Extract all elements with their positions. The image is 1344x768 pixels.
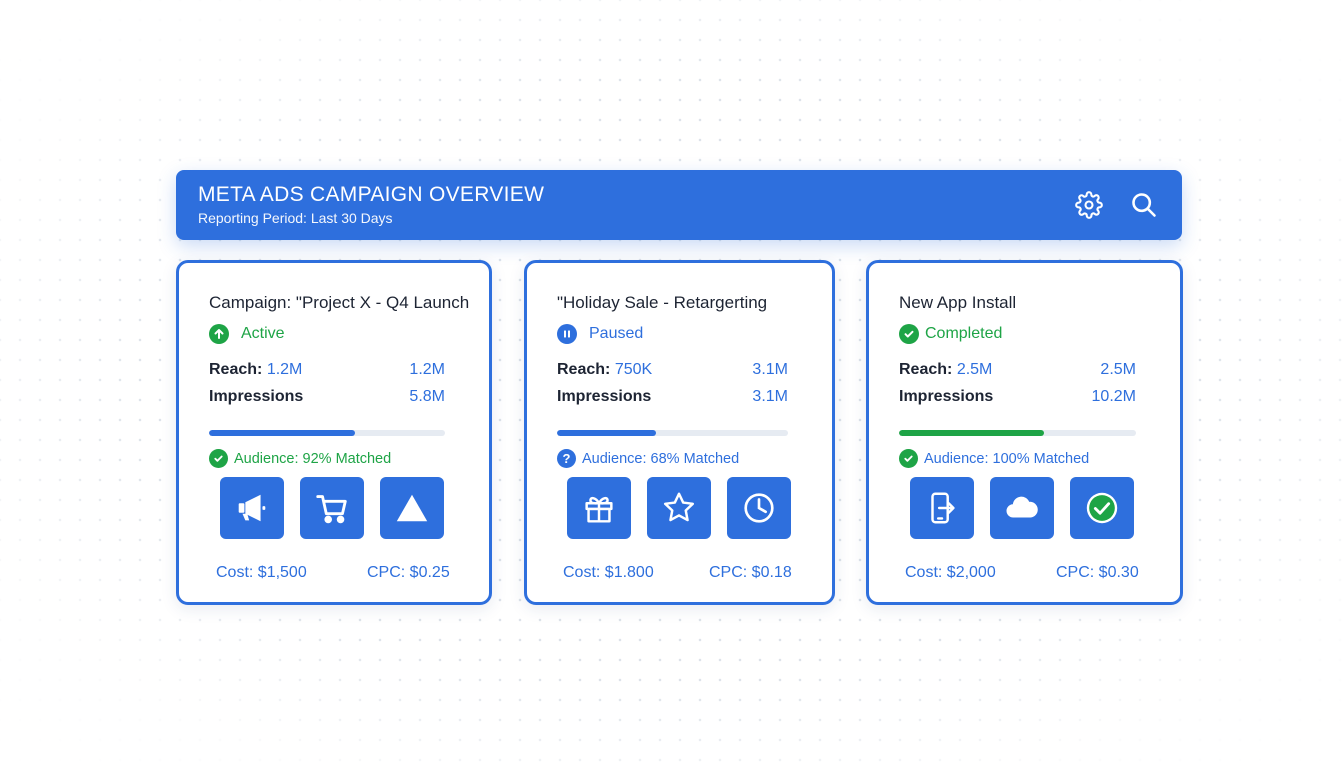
reach-value: 1.2M [266,361,303,378]
status-label: Paused [589,325,644,342]
impressions-value: 3.1M [752,388,788,405]
creative-tiles [567,477,791,539]
check-circle-icon [899,449,918,468]
check-circle-icon [899,324,919,344]
megaphone-icon [238,494,266,522]
progress-fill [557,430,657,436]
reach-label: Reach: [557,361,611,378]
impressions-row: Impressions 3.1M [557,388,788,406]
mobile-install-icon [931,492,955,524]
progress-bar [557,430,788,436]
cost-value: Cost: $1,500 [216,564,307,581]
pause-circle-icon [557,324,577,344]
check-badge-tile[interactable] [1070,477,1134,539]
cpc-value: CPC: $0.25 [367,564,450,581]
triangle-tile[interactable] [380,477,444,539]
cpc-value: CPC: $0.18 [709,564,792,581]
arrow-up-circle-icon [209,324,229,344]
impressions-label: Impressions [899,388,994,405]
status-label: Active [241,325,285,342]
status-badge: Completed [899,324,1002,344]
reach-right-value: 1.2M [409,361,445,378]
cpc-value: CPC: $0.30 [1056,564,1139,581]
audience-match: ? Audience: 68% Matched [557,449,739,468]
audience-match: Audience: 100% Matched [899,449,1089,468]
cloud-tile[interactable] [990,477,1054,539]
megaphone-tile[interactable] [220,477,284,539]
audience-label: Audience: 100% Matched [924,450,1090,467]
reach-row: Reach: 750K 3.1M [557,361,788,379]
triangle-icon [396,494,428,522]
page-title: META ADS CAMPAIGN OVERVIEW [198,183,545,206]
reach-right-value: 2.5M [1100,361,1136,378]
progress-bar [209,430,445,436]
progress-fill [899,430,1044,436]
impressions-value: 10.2M [1091,388,1136,405]
question-circle-icon: ? [557,449,576,468]
star-icon [663,492,695,522]
clock-tile[interactable] [727,477,791,539]
audience-label: Audience: 68% Matched [582,450,740,467]
cost-value: Cost: $2,000 [905,564,996,581]
gift-tile[interactable] [567,477,631,539]
campaign-title: New App Install [899,293,1017,312]
gear-icon [1075,191,1103,219]
status-label: Completed [925,325,1003,342]
reach-row: Reach: 1.2M 1.2M [209,361,445,379]
reach-row: Reach: 2.5M 2.5M [899,361,1136,379]
reach-value: 750K [614,361,653,378]
audience-match: Audience: 92% Matched [209,449,391,468]
star-tile[interactable] [647,477,711,539]
gift-icon [585,496,613,523]
status-badge: Active [209,324,285,344]
check-badge-icon [1086,492,1118,524]
settings-button[interactable] [1073,189,1105,221]
audience-label: Audience: 92% Matched [234,450,392,467]
cloud-icon [1006,496,1038,518]
campaign-card-app-install[interactable]: New App Install Completed Reach: 2.5M 2.… [866,260,1183,605]
clock-icon [744,493,774,523]
search-icon [1132,193,1156,217]
reach-value: 2.5M [956,361,993,378]
creative-tiles [910,477,1134,539]
impressions-row: Impressions 5.8M [209,388,445,406]
progress-bar [899,430,1136,436]
reporting-period: Reporting Period: Last 30 Days [198,210,393,226]
status-badge: Paused [557,324,643,344]
reach-label: Reach: [209,361,263,378]
check-circle-icon [209,449,228,468]
campaign-card-project-x[interactable]: Campaign: "Project X - Q4 Launch Active … [176,260,492,605]
impressions-row: Impressions 10.2M [899,388,1136,406]
campaign-title: "Holiday Sale - Retargerting [557,293,768,312]
campaign-title: Campaign: "Project X - Q4 Launch [209,293,470,312]
mobile-install-tile[interactable] [910,477,974,539]
cart-tile[interactable] [300,477,364,539]
impressions-label: Impressions [209,388,304,405]
progress-fill [209,430,356,436]
cost-value: Cost: $1.800 [563,564,654,581]
creative-tiles [220,477,444,539]
reach-label: Reach: [899,361,953,378]
search-button[interactable] [1128,189,1160,221]
impressions-label: Impressions [557,388,652,405]
reach-right-value: 3.1M [752,361,788,378]
impressions-value: 5.8M [409,388,445,405]
dashboard-header: META ADS CAMPAIGN OVERVIEW Reporting Per… [176,170,1182,240]
cart-icon [316,495,347,524]
campaign-card-holiday-sale[interactable]: "Holiday Sale - Retargerting Paused Reac… [524,260,835,605]
